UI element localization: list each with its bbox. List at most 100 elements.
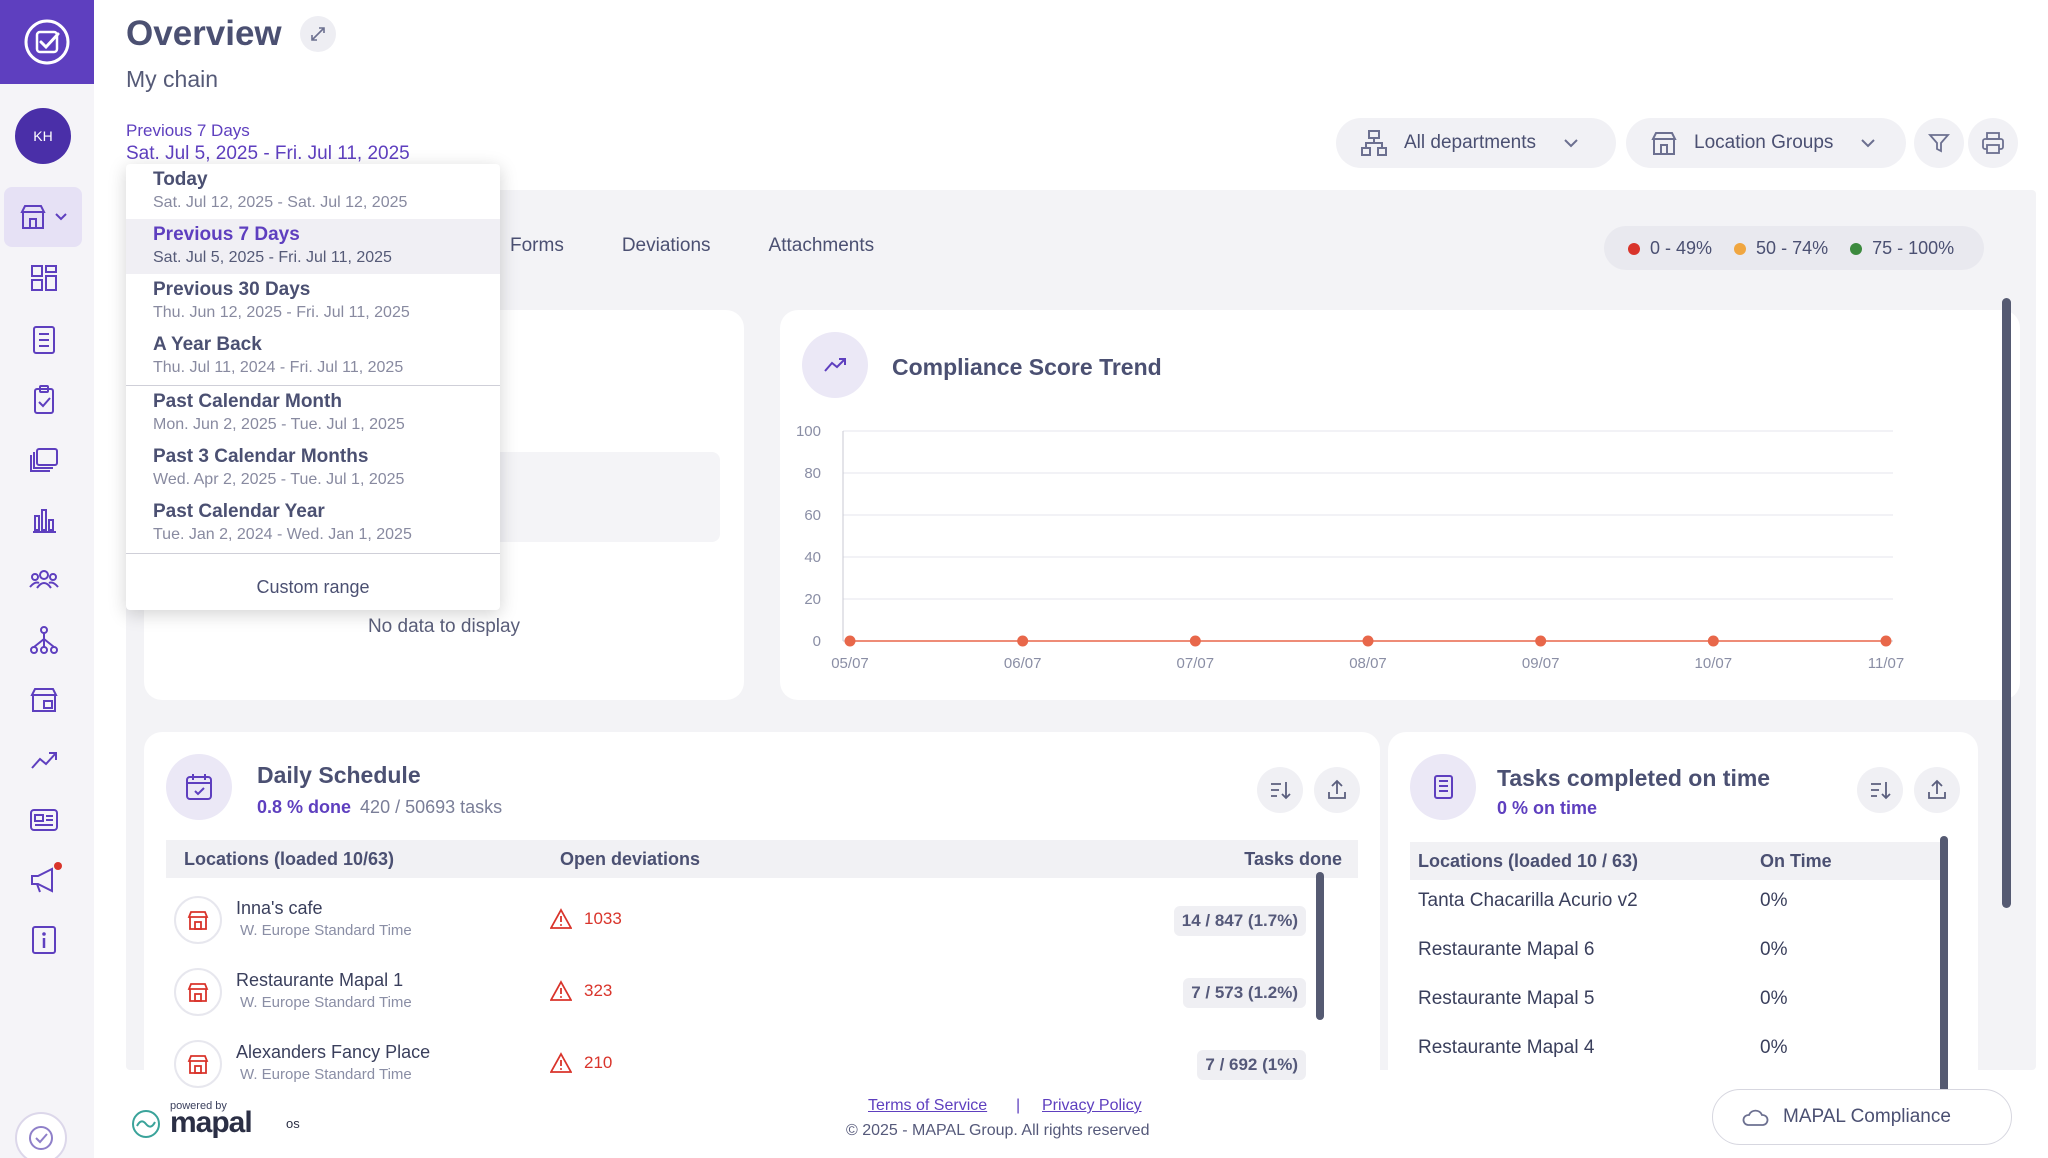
expand-icon xyxy=(311,27,325,41)
user-avatar[interactable]: KH xyxy=(15,108,71,164)
table-row[interactable]: Restaurante Mapal 1 W. Europe Standard T… xyxy=(166,964,1306,1028)
dashboard-icon[interactable] xyxy=(24,258,64,298)
app-logo[interactable] xyxy=(0,0,94,84)
open-deviations-count[interactable]: 1033 xyxy=(584,909,622,928)
period-option-past-calendar-month[interactable]: Past Calendar Month Mon. Jun 2, 2025 - Tu… xyxy=(153,391,405,433)
location-groups-dropdown[interactable]: Location Groups xyxy=(1626,118,1906,168)
table-row[interactable]: Restaurante Mapal 5 0% xyxy=(1410,980,1930,1020)
period-option-previous-30-days[interactable]: Previous 30 Days Thu. Jun 12, 2025 - Fri.… xyxy=(153,279,410,321)
col-on-time: On Time xyxy=(1760,851,1832,871)
tasks-done-badge: 14 / 847 (1.7%) xyxy=(1173,906,1306,936)
period-selector-label[interactable]: Previous 7 Days xyxy=(126,121,250,140)
y-tick-label: 100 xyxy=(796,423,821,440)
period-option-year-back[interactable]: A Year Back Thu. Jul 11, 2024 - Fri. Jul … xyxy=(153,334,404,376)
terms-link[interactable]: Terms of Service xyxy=(868,1097,988,1114)
daily-schedule-card: Daily Schedule 0.8 % done 420 / 50693 ta… xyxy=(144,732,1380,1092)
expand-button[interactable] xyxy=(300,16,336,52)
table-row[interactable]: Restaurante Mapal 6 0% xyxy=(1410,931,1930,971)
y-tick-label: 80 xyxy=(804,465,821,482)
calendar-check-icon xyxy=(186,774,212,800)
location-name: Inna's cafe xyxy=(236,898,323,918)
calendar-card-icon xyxy=(166,754,232,820)
filter-icon xyxy=(1928,134,1950,153)
y-tick-label: 40 xyxy=(804,549,821,566)
period-option-custom-range[interactable]: Custom range xyxy=(256,577,370,597)
location-timezone: W. Europe Standard Time xyxy=(240,994,412,1011)
print-button[interactable] xyxy=(1968,118,2018,168)
data-point[interactable] xyxy=(1880,635,1892,647)
x-tick-label: 10/07 xyxy=(1695,655,1733,672)
y-tick-label: 0 xyxy=(813,633,821,650)
info-icon[interactable] xyxy=(24,920,64,960)
table-row[interactable]: Alexanders Fancy Place W. Europe Standar… xyxy=(166,1036,1306,1092)
upload-icon xyxy=(1328,779,1346,799)
megaphone-icon[interactable] xyxy=(24,860,64,900)
data-point[interactable] xyxy=(844,635,856,647)
sort-button[interactable] xyxy=(1857,767,1903,813)
tab-forms[interactable]: Forms xyxy=(510,235,564,256)
table-row[interactable]: Inna's cafe W. Europe Standard Time 1033… xyxy=(166,892,1306,956)
table-row[interactable]: Tanta Chacarilla Acurio v2 0% xyxy=(1410,882,1930,922)
location-name: Restaurante Mapal 1 xyxy=(236,970,404,990)
data-point[interactable] xyxy=(1017,635,1029,647)
library-icon[interactable] xyxy=(24,440,64,480)
tabs: Forms Deviations Attachments xyxy=(510,235,874,257)
legend-item-high: 75 - 100% xyxy=(1850,238,1954,259)
open-deviations-count[interactable]: 210 xyxy=(584,1053,613,1072)
store-settings-icon[interactable] xyxy=(24,680,64,720)
trend-icon[interactable] xyxy=(24,740,64,780)
notification-dot xyxy=(54,862,62,870)
app-switcher-icon[interactable] xyxy=(15,1112,67,1158)
sidebar: KH xyxy=(0,0,94,1158)
location-name: Alexanders Fancy Place xyxy=(236,1042,431,1062)
open-deviations-count[interactable]: 323 xyxy=(584,981,613,1000)
export-button[interactable] xyxy=(1314,767,1360,813)
tab-deviations[interactable]: Deviations xyxy=(621,235,711,256)
mapal-compliance-button[interactable]: MAPAL Compliance xyxy=(1712,1089,2012,1145)
users-icon[interactable] xyxy=(24,560,64,600)
location-timezone: W. Europe Standard Time xyxy=(240,1066,412,1083)
data-point[interactable] xyxy=(1189,635,1201,647)
legend-item-low: 0 - 49% xyxy=(1628,238,1712,259)
ontime-scrollbar[interactable] xyxy=(1940,836,1948,1092)
reports-icon[interactable] xyxy=(24,500,64,540)
news-icon[interactable] xyxy=(24,800,64,840)
data-point[interactable] xyxy=(1535,635,1547,647)
compliance-trend-chart: 100 80 60 40 20 0 05/07 06/07 07/07 08/07 09/07 10/… xyxy=(796,423,1904,672)
score-legend: 0 - 49% 50 - 74% 75 - 100% xyxy=(1604,226,1984,270)
ontime-card-icon xyxy=(1410,754,1476,820)
clipboard-check-icon[interactable] xyxy=(24,380,64,420)
col-tasks-done: Tasks done xyxy=(1244,849,1342,869)
store-icon xyxy=(174,896,222,944)
data-point[interactable] xyxy=(1362,635,1374,647)
print-icon xyxy=(1982,132,2004,154)
filter-button[interactable] xyxy=(1914,118,1964,168)
page-scrollbar[interactable] xyxy=(2002,298,2011,908)
task-count: 420 / 50693 tasks xyxy=(360,797,503,817)
logbook-icon[interactable] xyxy=(24,320,64,360)
departments-label: All departments xyxy=(1404,132,1537,153)
powered-by-text: powered by xyxy=(170,1100,227,1112)
daily-scrollbar[interactable] xyxy=(1316,872,1324,1020)
table-row[interactable]: Restaurante Mapal 4 0% xyxy=(1410,1029,1930,1069)
period-option-past-3-calendar-months[interactable]: Past 3 Calendar Months Wed. Apr 2, 2025 -… xyxy=(153,446,405,488)
warning-icon xyxy=(550,1052,572,1073)
period-option-today[interactable]: Today Sat. Jul 12, 2025 - Sat. Jul 12, 20… xyxy=(153,169,408,211)
daily-schedule-title: Daily Schedule xyxy=(257,762,421,788)
tab-attachments[interactable]: Attachments xyxy=(768,235,875,256)
hierarchy-icon[interactable] xyxy=(24,620,64,660)
period-option-previous-7-days[interactable]: Previous 7 Days Sat. Jul 5, 2025 - Fri. J… xyxy=(126,219,500,274)
export-button[interactable] xyxy=(1914,767,1960,813)
col-open-deviations: Open deviations xyxy=(560,849,701,869)
mapal-logo-icon xyxy=(132,1110,160,1138)
data-point[interactable] xyxy=(1707,635,1719,647)
y-tick-label: 20 xyxy=(804,591,821,608)
sidebar-item-locations[interactable] xyxy=(4,187,82,247)
chevron-down-icon xyxy=(1861,139,1876,148)
period-option-past-calendar-year[interactable]: Past Calendar Year Tue. Jan 2, 2024 - Wed… xyxy=(153,501,412,543)
departments-dropdown[interactable]: All departments xyxy=(1336,118,1616,168)
privacy-link[interactable]: Privacy Policy xyxy=(1042,1097,1142,1114)
sort-button[interactable] xyxy=(1257,767,1303,813)
period-selector-range[interactable]: Sat. Jul 5, 2025 - Fri. Jul 11, 2025 xyxy=(126,143,410,164)
org-chart-icon xyxy=(1361,130,1387,156)
